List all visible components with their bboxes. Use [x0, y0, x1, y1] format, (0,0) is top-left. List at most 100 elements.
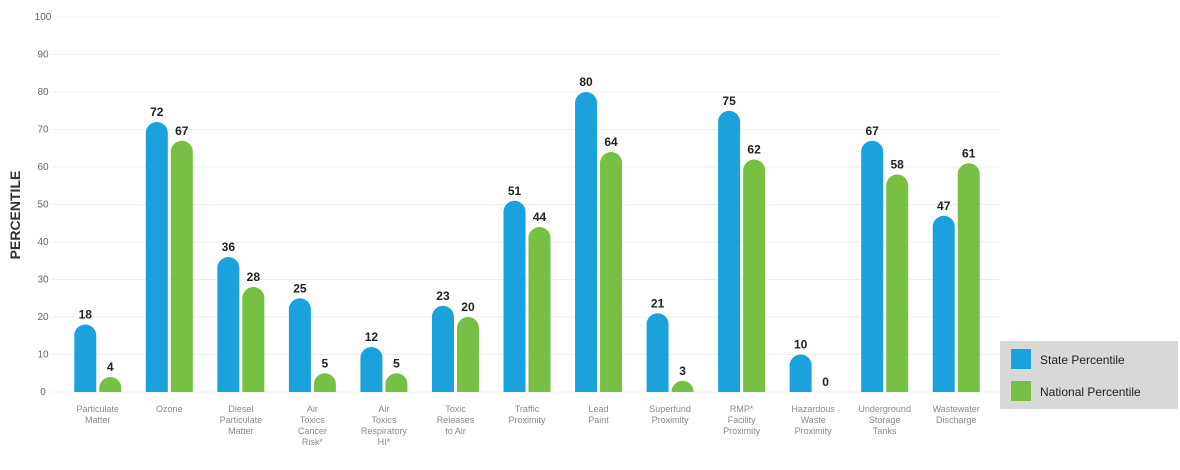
x-category-label-line: Traffic	[515, 404, 540, 414]
data-label-state: 80	[579, 75, 593, 89]
data-label-national: 5	[322, 356, 329, 370]
x-category-label-line: Facility	[728, 415, 757, 425]
x-category-label: Particulate Matter	[77, 404, 120, 425]
x-category-label: Lead Paint	[588, 404, 609, 425]
bar-state	[288, 298, 311, 392]
x-category-label-line: Risk*	[302, 437, 323, 447]
bar-national	[99, 377, 122, 392]
x-category-label-line: Superfund	[649, 404, 691, 414]
legend-swatch-national	[1011, 381, 1031, 401]
y-axis-ticks: 0 10 20 30 40 50 60 70 80 90 100	[35, 12, 52, 398]
legend: State Percentile National Percentile	[1000, 341, 1178, 409]
bar-national	[600, 152, 623, 392]
x-category-label-line: Hazardous	[791, 404, 835, 414]
bar-state	[74, 324, 97, 392]
x-category-label-line: Toxic	[445, 404, 466, 414]
x-category-label-line: Matter	[228, 426, 254, 436]
x-category-label-line: Diesel	[228, 404, 253, 414]
x-category-label-line: Particulate	[77, 404, 120, 414]
bar-national	[456, 317, 479, 392]
y-tick-label: 100	[35, 12, 52, 23]
bar-state	[431, 305, 454, 392]
bar-state	[789, 354, 812, 392]
gridlines	[52, 16, 1000, 393]
data-label-national: 3	[679, 364, 686, 378]
bar-state	[360, 347, 383, 392]
data-label-state: 51	[508, 184, 522, 198]
data-label-state: 18	[79, 308, 93, 322]
x-category-label-line: Storage	[869, 415, 901, 425]
data-label-state: 21	[651, 296, 665, 310]
y-tick-label: 70	[37, 125, 49, 136]
x-category-label-line: RMP*	[730, 404, 754, 414]
x-category-label-line: Releases	[437, 415, 475, 425]
y-tick-label: 60	[37, 162, 49, 173]
x-category-label: Diesel Particulate Matter	[220, 404, 263, 436]
bar-national	[170, 140, 193, 392]
x-category-label-line: HI*	[378, 437, 391, 447]
bar-state	[932, 215, 955, 392]
bar-state	[861, 140, 884, 392]
x-category-label-line: Proximity	[723, 426, 761, 436]
y-tick-label: 20	[37, 312, 49, 323]
y-tick-label: 50	[37, 200, 49, 211]
x-category-label-line: Tanks	[873, 426, 897, 436]
data-label-national: 4	[107, 360, 114, 374]
y-tick-label: 90	[37, 50, 49, 61]
x-category-label-line: to Air	[445, 426, 466, 436]
legend-label-national: National Percentile	[1040, 385, 1141, 399]
x-category-label-line: Respiratory	[361, 426, 408, 436]
x-category-label-line: Proximity	[652, 415, 690, 425]
bar-national	[528, 227, 551, 392]
x-category-label-line: Toxics	[300, 415, 326, 425]
legend-label-state: State Percentile	[1040, 353, 1125, 367]
x-category-label-line: Air	[378, 404, 389, 414]
x-category-label: Air Toxics Respiratory HI*	[361, 404, 408, 447]
data-label-national: 62	[747, 143, 761, 157]
x-category-label-line: Cancer	[298, 426, 327, 436]
x-category-label-line: Proximity	[508, 415, 546, 425]
x-category-label-line: Waste	[801, 415, 826, 425]
data-label-national: 67	[175, 124, 189, 138]
x-category-label-line: Lead	[589, 404, 609, 414]
data-label-state: 47	[937, 199, 951, 213]
bar-state	[646, 313, 669, 392]
x-category-label-line: Discharge	[936, 415, 977, 425]
x-category-label-line: Paint	[588, 415, 609, 425]
data-label-state: 23	[436, 289, 450, 303]
x-category-label: Superfund Proximity	[649, 404, 691, 425]
x-category-label: Wastewater Discharge	[933, 404, 980, 425]
bar-state	[718, 110, 741, 392]
y-tick-label: 30	[37, 275, 49, 286]
x-category-label: Toxic Releases to Air	[437, 404, 475, 436]
data-label-national: 0	[822, 375, 829, 389]
data-label-state: 36	[222, 240, 236, 254]
bar-state	[575, 92, 598, 393]
data-label-national: 28	[247, 270, 261, 284]
y-tick-label: 40	[37, 237, 49, 248]
data-label-state: 25	[293, 281, 307, 295]
x-category-label-line: Toxics	[371, 415, 397, 425]
bar-state	[145, 122, 168, 392]
x-category-label-line: Particulate	[220, 415, 263, 425]
data-label-national: 44	[533, 210, 547, 224]
bar-state	[217, 257, 240, 392]
y-tick-label: 80	[37, 87, 49, 98]
bar-national	[671, 380, 694, 392]
legend-swatch-state	[1011, 349, 1031, 369]
y-tick-label: 10	[37, 350, 49, 361]
data-label-national: 64	[604, 135, 618, 149]
x-category-label-line: Underground	[858, 404, 911, 414]
x-category-label: Air Toxics Cancer Risk*	[298, 404, 327, 447]
data-label-state: 10	[794, 338, 808, 352]
x-category-label-line: Matter	[85, 415, 111, 425]
bar-national	[242, 287, 265, 392]
bar-national	[313, 373, 336, 392]
bar-national	[957, 163, 980, 392]
bar-national	[385, 373, 408, 392]
x-category-label: Ozone	[156, 404, 183, 414]
x-category-label: Hazardous Waste Proximity	[791, 404, 835, 436]
bars: 18 4 72 67 36 28 25 5 12 5 23 20 51 44 80 64 21 3 75 62 10 0 6…	[74, 75, 980, 393]
x-category-label-line: Proximity	[795, 426, 833, 436]
